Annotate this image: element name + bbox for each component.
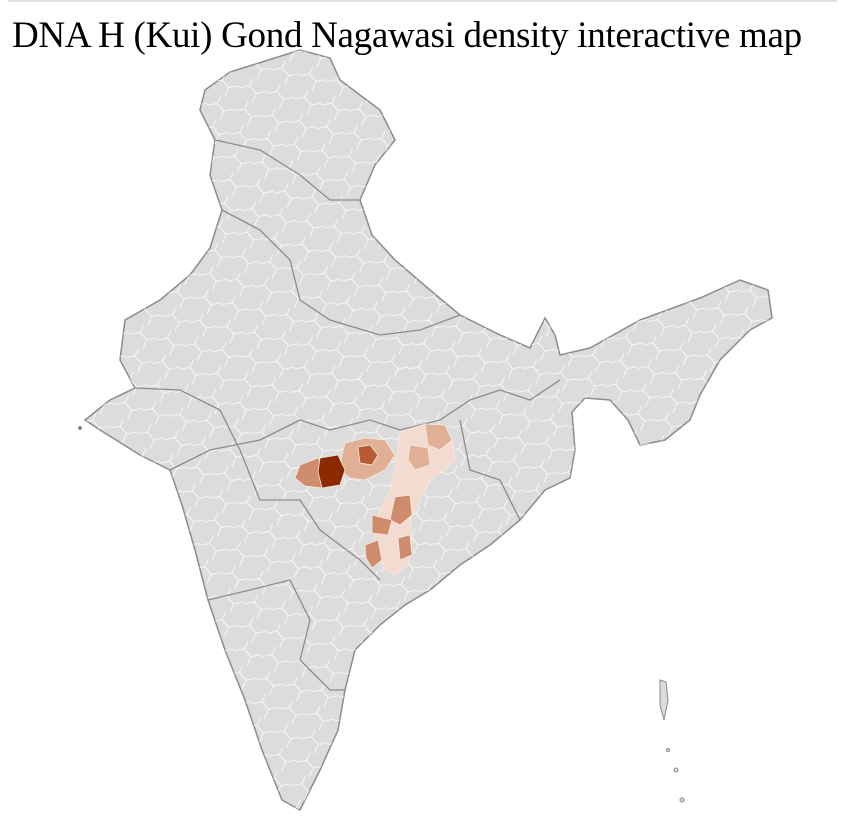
lakshadweep-islands — [78, 426, 82, 430]
district-high — [357, 444, 379, 466]
page-title: DNA H (Kui) Gond Nagawasi density intera… — [12, 15, 802, 56]
andaman-islands[interactable] — [659, 679, 685, 803]
district-mid — [389, 494, 413, 526]
district-mid — [424, 423, 453, 451]
district-mid — [407, 444, 431, 471]
district-highest — [317, 454, 346, 489]
district-mid — [364, 539, 383, 569]
density-districts — [294, 423, 456, 576]
top-divider — [8, 0, 837, 2]
district-mid — [371, 514, 393, 536]
state-borders — [134, 139, 561, 691]
district-mid — [397, 534, 413, 561]
district-low — [371, 423, 456, 576]
